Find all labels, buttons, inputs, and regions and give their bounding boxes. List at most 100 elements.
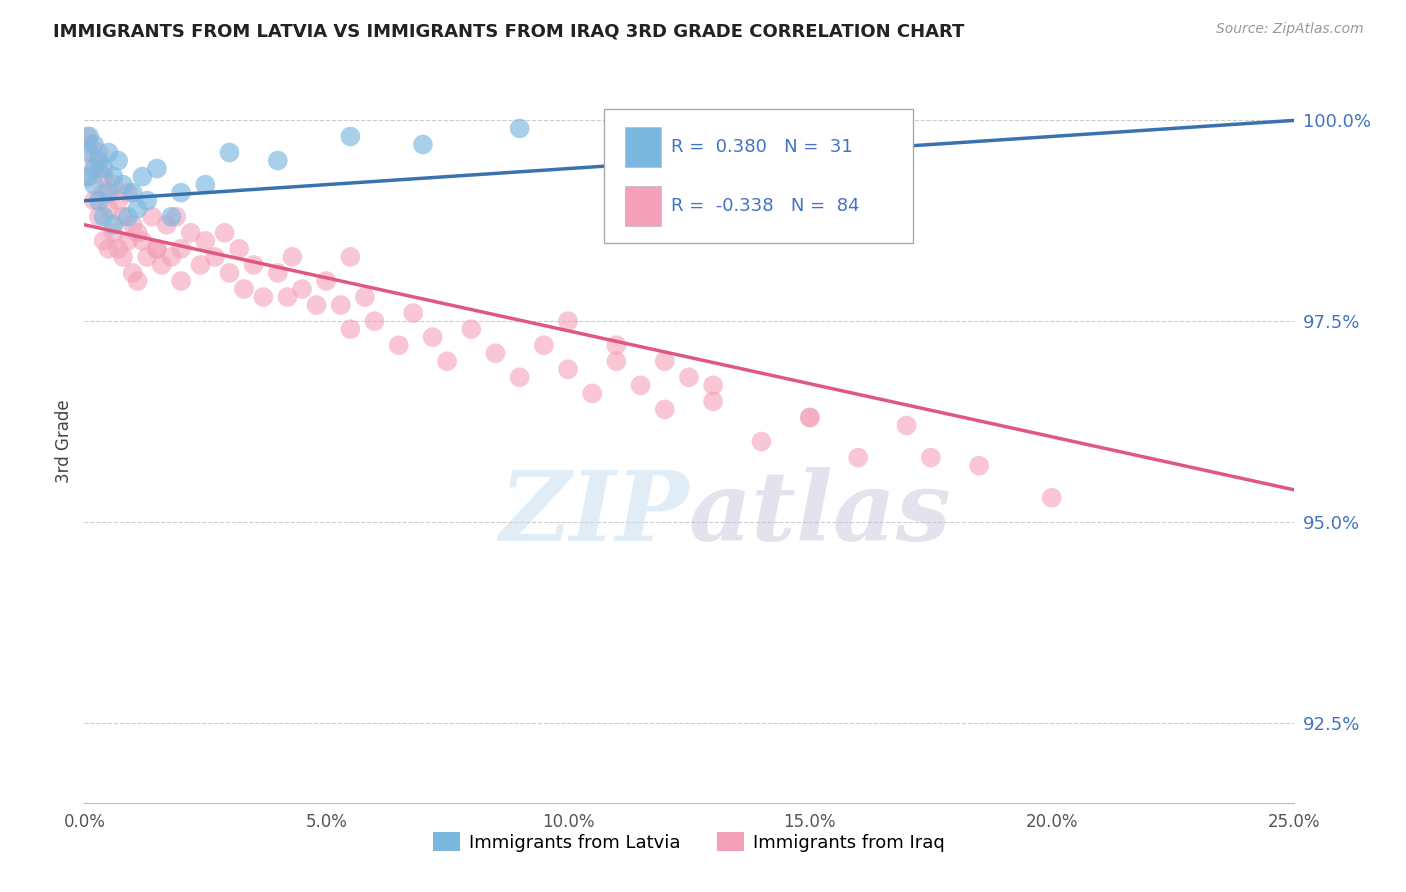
Point <box>436 354 458 368</box>
Point <box>557 362 579 376</box>
Point <box>194 234 217 248</box>
Point <box>107 242 129 256</box>
Point <box>136 194 159 208</box>
Point <box>214 226 236 240</box>
Point <box>165 210 187 224</box>
Point <box>103 169 125 184</box>
Point <box>581 386 603 401</box>
Point <box>190 258 212 272</box>
Point <box>131 169 153 184</box>
Point <box>170 242 193 256</box>
Point <box>204 250 226 264</box>
Point <box>87 153 110 168</box>
Point <box>93 234 115 248</box>
Text: atlas: atlas <box>689 467 952 561</box>
Point <box>799 410 821 425</box>
Point <box>87 210 110 224</box>
Point <box>896 418 918 433</box>
Point <box>305 298 328 312</box>
Point <box>112 210 135 224</box>
Point <box>678 370 700 384</box>
Point <box>242 258 264 272</box>
Point <box>76 169 98 184</box>
Point <box>329 298 352 312</box>
Point <box>87 194 110 208</box>
Point <box>509 370 531 384</box>
Point <box>630 378 652 392</box>
Point <box>702 394 724 409</box>
Point <box>77 169 100 184</box>
Point <box>252 290 274 304</box>
Text: Source: ZipAtlas.com: Source: ZipAtlas.com <box>1216 22 1364 37</box>
Point <box>121 266 143 280</box>
Point <box>557 314 579 328</box>
Point <box>218 145 240 160</box>
Point <box>509 121 531 136</box>
Point <box>117 234 139 248</box>
Point <box>112 250 135 264</box>
Point <box>103 178 125 192</box>
Point <box>228 242 250 256</box>
Point <box>127 202 149 216</box>
Point <box>131 234 153 248</box>
Point <box>112 178 135 192</box>
Point <box>83 161 105 176</box>
Point <box>920 450 942 465</box>
FancyBboxPatch shape <box>605 109 912 243</box>
Point <box>170 186 193 200</box>
Point <box>97 145 120 160</box>
Point <box>402 306 425 320</box>
Point <box>460 322 482 336</box>
Legend: Immigrants from Latvia, Immigrants from Iraq: Immigrants from Latvia, Immigrants from … <box>426 825 952 859</box>
Point <box>77 145 100 160</box>
Point <box>121 218 143 232</box>
Point <box>83 153 105 168</box>
Point <box>141 210 163 224</box>
Point <box>97 242 120 256</box>
Text: R =  0.380   N =  31: R = 0.380 N = 31 <box>671 138 852 156</box>
Point <box>121 186 143 200</box>
Point <box>363 314 385 328</box>
Point <box>155 218 177 232</box>
Point <box>150 258 173 272</box>
Point <box>533 338 555 352</box>
Point <box>103 218 125 232</box>
Point <box>87 145 110 160</box>
Point <box>77 137 100 152</box>
Point <box>605 354 627 368</box>
Point <box>93 169 115 184</box>
Point <box>194 178 217 192</box>
Point <box>484 346 506 360</box>
Point <box>1040 491 1063 505</box>
Point <box>291 282 314 296</box>
Point <box>77 129 100 144</box>
Point <box>76 129 98 144</box>
Point <box>422 330 444 344</box>
Point <box>97 202 120 216</box>
Point <box>654 402 676 417</box>
Point <box>127 274 149 288</box>
Point <box>107 194 129 208</box>
Point <box>117 210 139 224</box>
Point <box>170 274 193 288</box>
Point <box>83 178 105 192</box>
Point <box>412 137 434 152</box>
Point <box>267 153 290 168</box>
Point <box>339 129 361 144</box>
Text: R =  -0.338   N =  84: R = -0.338 N = 84 <box>671 197 859 215</box>
Point <box>127 226 149 240</box>
Point <box>97 186 120 200</box>
Point <box>281 250 304 264</box>
Point <box>180 226 202 240</box>
Point <box>846 450 869 465</box>
Point <box>654 354 676 368</box>
Point <box>160 250 183 264</box>
Point <box>117 186 139 200</box>
Point <box>146 161 169 176</box>
Point <box>702 378 724 392</box>
Point <box>233 282 256 296</box>
Point <box>160 210 183 224</box>
Point <box>93 210 115 224</box>
Point <box>107 153 129 168</box>
FancyBboxPatch shape <box>624 186 661 227</box>
